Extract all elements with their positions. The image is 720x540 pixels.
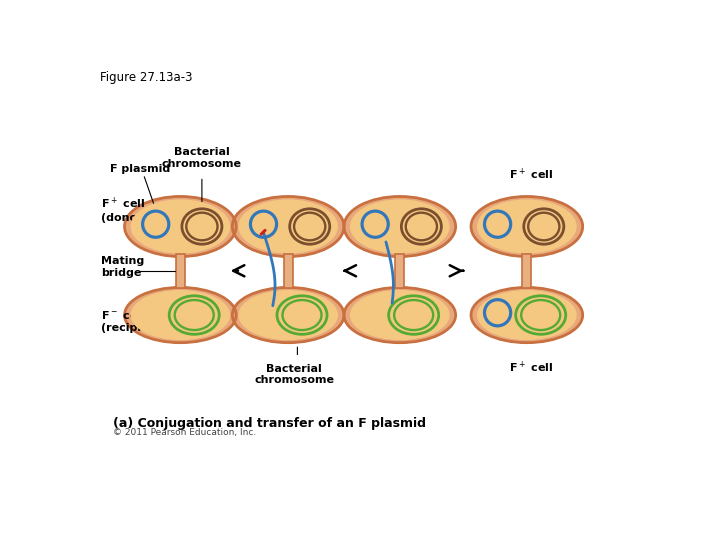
Ellipse shape [239,291,337,339]
Ellipse shape [131,200,230,253]
Text: Bacterial
chromosome: Bacterial chromosome [254,363,334,385]
Text: Mating
bridge: Mating bridge [101,256,144,278]
Text: F$^+$ cell: F$^+$ cell [508,166,553,182]
Text: Bacterial
chromosome: Bacterial chromosome [162,147,242,168]
Text: © 2011 Pearson Education, Inc.: © 2011 Pearson Education, Inc. [113,428,256,437]
Ellipse shape [471,197,582,256]
Text: F$^+$ cell
(donor): F$^+$ cell (donor) [101,196,148,223]
Ellipse shape [351,200,449,253]
Ellipse shape [233,197,344,256]
Ellipse shape [478,200,576,253]
Text: F$^-$ cell
(recipient): F$^-$ cell (recipient) [101,309,167,333]
Bar [395,253,405,288]
Ellipse shape [471,287,582,343]
Bar [176,253,185,288]
Ellipse shape [351,291,449,339]
Ellipse shape [478,291,576,339]
Ellipse shape [233,287,344,343]
Text: Figure 27.13a-3: Figure 27.13a-3 [99,71,192,84]
Ellipse shape [131,291,230,339]
Bar [522,253,531,288]
Bar [284,253,293,288]
Ellipse shape [344,287,456,343]
Ellipse shape [125,197,236,256]
Text: F plasmid: F plasmid [110,164,171,174]
Text: F$^+$ cell: F$^+$ cell [508,360,553,375]
Ellipse shape [344,197,456,256]
Ellipse shape [239,200,337,253]
Text: (a) Conjugation and transfer of an F plasmid: (a) Conjugation and transfer of an F pla… [113,417,426,430]
Ellipse shape [125,287,236,343]
